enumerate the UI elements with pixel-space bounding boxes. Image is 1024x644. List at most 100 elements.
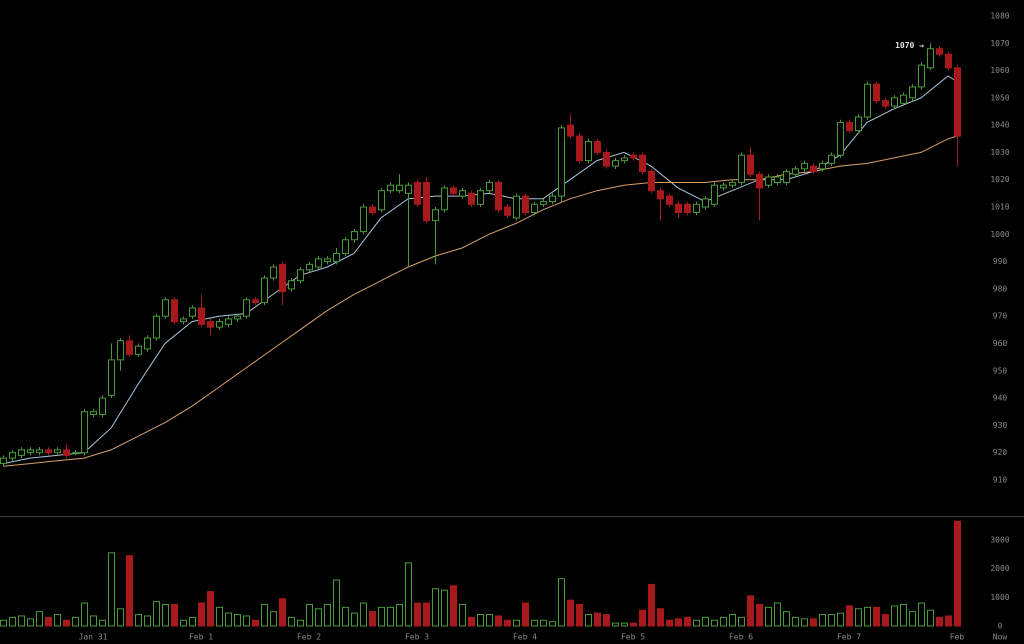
volume-bar: [378, 606, 385, 627]
volume-bar: [495, 615, 502, 627]
candle-body: [657, 190, 664, 200]
candle-body: [792, 168, 799, 175]
candle-body: [360, 206, 367, 233]
candle-body: [342, 239, 349, 254]
y-tick-label: 1070: [990, 39, 1009, 48]
y-tick-label: 1000: [990, 593, 1009, 602]
candle-body: [405, 184, 412, 194]
volume-bar: [468, 616, 475, 627]
y-tick-label: 0: [998, 622, 1003, 631]
candle-body: [945, 53, 952, 69]
volume-bar: [522, 602, 529, 627]
candle-body: [540, 201, 547, 205]
volume-bar: [441, 589, 448, 627]
candle-body: [198, 307, 205, 325]
candle-body: [576, 135, 583, 162]
candle-body: [549, 195, 556, 203]
volume-bar: [801, 618, 808, 627]
x-tick-label: Feb 6: [729, 633, 753, 642]
volume-bar: [72, 616, 79, 627]
candle-body: [504, 206, 511, 216]
volume-bar: [684, 616, 691, 627]
candle-body: [9, 452, 16, 459]
volume-bar: [306, 603, 313, 627]
candle-body: [0, 457, 7, 465]
volume-bar: [63, 619, 70, 627]
candle-body: [333, 252, 340, 263]
volume-bar: [765, 606, 772, 627]
candle-body: [72, 452, 79, 455]
candle-body: [468, 192, 475, 205]
candle-body: [27, 449, 34, 454]
volume-bar: [18, 615, 25, 627]
candle-body: [432, 209, 439, 222]
candle-body: [477, 190, 484, 205]
volume-bar: [234, 614, 241, 627]
volume-bar: [153, 601, 160, 627]
candle-body: [45, 449, 52, 454]
candle-body: [486, 181, 493, 192]
candle-body: [621, 157, 628, 162]
volume-bar: [612, 622, 619, 627]
candle-body: [873, 83, 880, 102]
candle-body: [162, 299, 169, 317]
volume-bar: [9, 616, 16, 627]
candle-body: [828, 154, 835, 164]
volume-bar: [918, 602, 925, 627]
candle-body: [639, 154, 646, 173]
volume-bar: [0, 619, 7, 627]
volume-bar: [954, 520, 961, 627]
volume-bar: [315, 608, 322, 627]
candle-body: [171, 299, 178, 323]
candle-body: [801, 162, 808, 170]
volume-bar: [792, 616, 799, 627]
y-tick-label: 920: [993, 448, 1008, 457]
y-tick-label: 1060: [990, 66, 1009, 75]
volume-bar: [621, 622, 628, 627]
candle-body: [108, 359, 115, 396]
max-annotation: 1070 →: [895, 41, 924, 50]
candle-body: [144, 337, 151, 350]
volume-bar: [90, 615, 97, 627]
volume-bar: [171, 603, 178, 627]
candle-body: [738, 154, 745, 183]
candle-body: [522, 195, 529, 213]
volume-bar: [387, 606, 394, 627]
volume-bar: [936, 616, 943, 627]
y-tick-label: 930: [993, 421, 1008, 430]
candle-body: [648, 171, 655, 192]
volume-bar: [585, 614, 592, 627]
candle-body: [63, 449, 70, 456]
candle-body: [891, 97, 898, 107]
candle-body: [882, 100, 889, 107]
volume-bar: [162, 603, 169, 627]
candle-body: [756, 173, 763, 189]
volume-bar: [513, 619, 520, 627]
volume-bar: [567, 599, 574, 627]
volume-bar: [45, 616, 52, 627]
y-tick-label: 940: [993, 394, 1008, 403]
volume-bar: [864, 606, 871, 627]
y-tick-label: 950: [993, 366, 1008, 375]
volume-bar: [756, 603, 763, 627]
candle-body: [252, 299, 259, 304]
candle-body: [603, 151, 610, 167]
volume-bar: [648, 583, 655, 627]
candle-body: [180, 318, 187, 323]
volume-bar: [576, 603, 583, 627]
volume-bar: [630, 622, 637, 627]
candle-body: [612, 160, 619, 167]
volume-bar: [873, 606, 880, 627]
candle-body: [261, 277, 268, 304]
y-tick-label: 1020: [990, 175, 1009, 184]
candle-body: [495, 181, 502, 211]
y-tick-label: 1040: [990, 121, 1009, 130]
volume-bar: [252, 619, 259, 627]
candle-body: [855, 116, 862, 132]
volume-bar: [729, 614, 736, 627]
volume-bar: [216, 606, 223, 627]
moving-average-line: [2, 135, 958, 467]
volume-bar: [297, 619, 304, 627]
x-tick-label: Feb 1: [189, 633, 213, 642]
